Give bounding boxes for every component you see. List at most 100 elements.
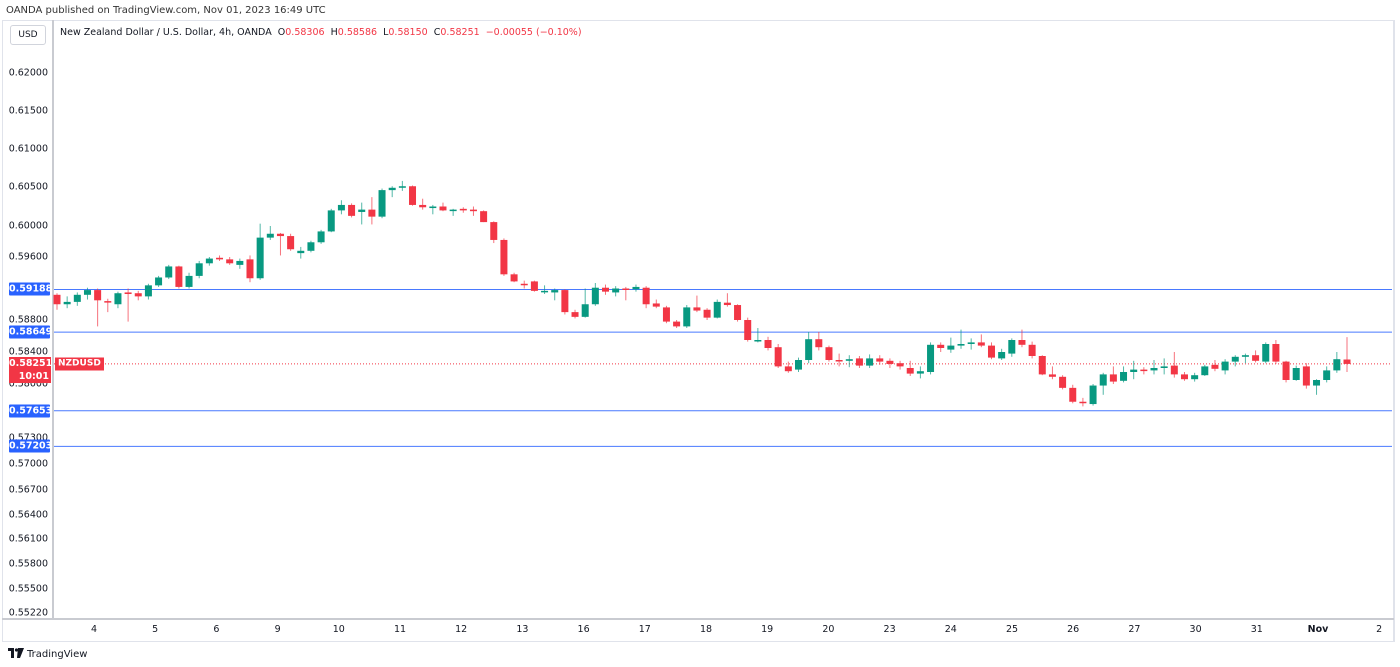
candle[interactable] xyxy=(155,275,163,287)
candle[interactable] xyxy=(977,334,985,348)
candle[interactable] xyxy=(1038,355,1046,376)
candle[interactable] xyxy=(1292,365,1300,381)
candle[interactable] xyxy=(409,185,417,206)
candle[interactable] xyxy=(622,286,630,301)
candle[interactable] xyxy=(1089,384,1097,406)
candle[interactable] xyxy=(723,293,731,307)
candle[interactable] xyxy=(266,226,274,240)
candle[interactable] xyxy=(602,284,610,295)
candle[interactable] xyxy=(276,232,284,256)
candle[interactable] xyxy=(906,360,914,376)
candle[interactable] xyxy=(754,328,762,343)
candle[interactable] xyxy=(1313,379,1321,395)
candle[interactable] xyxy=(1211,360,1219,372)
candle[interactable] xyxy=(500,238,508,276)
candle[interactable] xyxy=(337,200,345,215)
candle[interactable] xyxy=(886,358,894,368)
candle[interactable] xyxy=(551,288,559,301)
candle[interactable] xyxy=(916,366,924,379)
candle[interactable] xyxy=(348,203,356,218)
candle[interactable] xyxy=(490,221,498,244)
candle[interactable] xyxy=(144,283,152,300)
currency-button[interactable]: USD xyxy=(10,25,46,45)
candle[interactable] xyxy=(1221,359,1229,375)
candle[interactable] xyxy=(845,355,853,368)
candle[interactable] xyxy=(246,255,254,283)
candle[interactable] xyxy=(947,337,955,353)
candle[interactable] xyxy=(866,354,874,368)
candle[interactable] xyxy=(957,329,965,349)
candle[interactable] xyxy=(703,308,711,320)
candle[interactable] xyxy=(236,258,244,269)
candle[interactable] xyxy=(368,197,376,225)
candle[interactable] xyxy=(1343,337,1351,372)
candle[interactable] xyxy=(855,356,863,368)
candle[interactable] xyxy=(642,286,650,309)
candle[interactable] xyxy=(561,289,569,315)
candle[interactable] xyxy=(1028,341,1036,359)
candle[interactable] xyxy=(419,198,427,210)
candle[interactable] xyxy=(1069,384,1077,404)
candle[interactable] xyxy=(1079,397,1087,407)
price-axis-separator[interactable] xyxy=(52,20,54,618)
candle[interactable] xyxy=(693,295,701,313)
candle[interactable] xyxy=(459,207,467,213)
candle[interactable] xyxy=(1099,372,1107,395)
candle[interactable] xyxy=(1180,372,1188,381)
candle[interactable] xyxy=(388,186,396,198)
candle[interactable] xyxy=(998,348,1006,360)
candle[interactable] xyxy=(1201,364,1209,376)
time-axis-separator[interactable] xyxy=(2,618,1394,620)
candle[interactable] xyxy=(1120,366,1128,383)
candle[interactable] xyxy=(297,246,305,259)
candle[interactable] xyxy=(1059,375,1067,390)
candle[interactable] xyxy=(165,264,173,280)
candle[interactable] xyxy=(520,280,528,289)
candle[interactable] xyxy=(307,240,315,253)
candle[interactable] xyxy=(571,309,579,319)
candle[interactable] xyxy=(774,344,782,368)
candle[interactable] xyxy=(1130,360,1138,380)
candle[interactable] xyxy=(937,342,945,352)
candle[interactable] xyxy=(683,305,691,328)
candle[interactable] xyxy=(1241,353,1249,364)
candle[interactable] xyxy=(927,342,935,375)
candle[interactable] xyxy=(398,180,406,191)
candle[interactable] xyxy=(1018,329,1026,348)
candle[interactable] xyxy=(652,299,660,309)
candle[interactable] xyxy=(744,317,752,342)
candle[interactable] xyxy=(1302,363,1310,389)
candle[interactable] xyxy=(591,282,599,306)
candle[interactable] xyxy=(612,286,620,297)
candle[interactable] xyxy=(429,204,437,215)
candle[interactable] xyxy=(805,332,813,364)
candle[interactable] xyxy=(185,272,193,289)
candle[interactable] xyxy=(1160,358,1168,375)
candle[interactable] xyxy=(581,288,589,318)
candle[interactable] xyxy=(175,265,183,289)
candle[interactable] xyxy=(1191,372,1199,382)
candle[interactable] xyxy=(764,336,772,351)
candle[interactable] xyxy=(1333,352,1341,373)
candle[interactable] xyxy=(876,355,884,365)
candle[interactable] xyxy=(256,223,264,280)
candle[interactable] xyxy=(358,202,366,225)
candle[interactable] xyxy=(124,288,132,322)
candle[interactable] xyxy=(317,229,325,244)
candle[interactable] xyxy=(835,353,843,367)
candle[interactable] xyxy=(83,287,91,300)
candle[interactable] xyxy=(327,208,335,233)
candle[interactable] xyxy=(825,345,833,362)
candle[interactable] xyxy=(541,285,549,295)
candle[interactable] xyxy=(1262,342,1270,364)
candle[interactable] xyxy=(1008,338,1016,357)
candle[interactable] xyxy=(896,360,904,370)
candle[interactable] xyxy=(469,206,477,216)
candle[interactable] xyxy=(480,210,488,223)
candle[interactable] xyxy=(967,338,975,350)
candle[interactable] xyxy=(673,320,681,328)
candle[interactable] xyxy=(114,291,122,309)
candle[interactable] xyxy=(784,361,792,373)
candle[interactable] xyxy=(530,280,538,292)
